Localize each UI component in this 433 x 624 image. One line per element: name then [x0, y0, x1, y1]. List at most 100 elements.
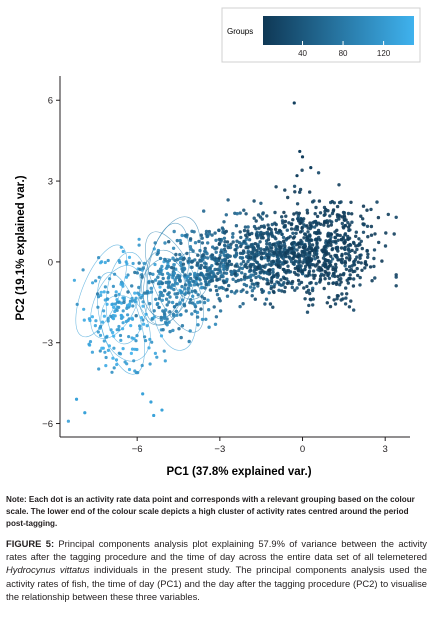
data-point	[329, 240, 333, 245]
data-point	[265, 242, 269, 246]
data-point	[253, 242, 258, 246]
caption-species: Hydrocynus vittatus	[6, 564, 90, 576]
data-point	[214, 275, 218, 279]
data-point	[256, 281, 260, 286]
data-point	[215, 246, 219, 250]
data-point	[240, 266, 245, 271]
data-point	[217, 237, 221, 242]
data-point	[300, 251, 305, 255]
data-point	[191, 249, 195, 253]
data-point	[335, 228, 339, 232]
data-point	[150, 280, 155, 284]
data-point	[253, 256, 257, 260]
data-point	[372, 256, 376, 261]
data-point	[161, 276, 165, 281]
data-point	[95, 292, 100, 296]
data-point	[274, 244, 278, 249]
data-point	[308, 297, 312, 301]
data-point	[303, 264, 308, 269]
data-point	[104, 364, 108, 368]
data-point	[289, 222, 294, 227]
data-point	[97, 275, 101, 279]
data-point	[294, 231, 298, 235]
data-point	[156, 275, 160, 279]
data-point	[343, 215, 347, 219]
data-point	[238, 304, 242, 309]
data-point	[193, 289, 197, 293]
data-point	[138, 324, 142, 328]
data-point	[74, 397, 79, 401]
data-point	[98, 324, 103, 329]
data-point	[318, 238, 322, 242]
data-point	[193, 283, 197, 287]
data-point	[331, 281, 336, 285]
data-point	[271, 305, 275, 309]
data-point	[183, 283, 188, 287]
data-point	[348, 249, 352, 254]
data-point	[267, 262, 271, 266]
pca-scatter-chart: −6 −3 0 3 −6 −3 0 3 6 PC1 (37.8% explained var.…	[15, 7, 421, 478]
data-point	[292, 253, 296, 258]
data-point	[200, 273, 204, 277]
data-point	[151, 272, 155, 276]
data-point	[108, 277, 112, 281]
data-point	[245, 265, 249, 270]
data-point	[239, 235, 243, 240]
data-point	[127, 367, 132, 372]
legend-tick-label: 80	[339, 49, 348, 58]
data-point	[206, 256, 210, 260]
data-point	[107, 344, 111, 348]
data-point	[344, 296, 348, 300]
data-point	[286, 249, 290, 254]
data-point	[269, 286, 273, 291]
data-point	[113, 272, 117, 276]
data-point	[315, 255, 320, 259]
data-point	[138, 327, 142, 331]
data-point	[148, 337, 152, 341]
data-point	[296, 278, 301, 283]
data-point	[308, 291, 312, 296]
data-point	[139, 316, 144, 320]
data-point	[317, 199, 322, 203]
data-point	[229, 289, 234, 294]
data-point	[300, 269, 305, 274]
data-point	[283, 285, 287, 290]
data-point	[267, 291, 271, 295]
data-point	[172, 314, 176, 318]
data-point	[226, 198, 230, 202]
data-point	[277, 288, 281, 292]
data-point	[356, 273, 360, 278]
data-point	[302, 286, 306, 290]
data-point	[149, 400, 153, 404]
data-point	[206, 241, 210, 245]
data-point	[130, 336, 134, 340]
data-point	[132, 359, 136, 363]
data-point	[87, 342, 91, 346]
data-point	[102, 290, 106, 294]
data-point	[212, 305, 216, 309]
data-point	[318, 277, 323, 281]
data-point	[99, 290, 103, 294]
data-point	[333, 302, 338, 306]
data-point	[284, 254, 288, 259]
data-point	[320, 268, 324, 272]
data-point	[165, 317, 169, 321]
data-point	[324, 258, 328, 262]
data-point	[158, 293, 162, 298]
data-point	[310, 263, 314, 267]
data-point	[314, 205, 318, 210]
data-point	[124, 260, 128, 264]
data-point	[282, 290, 287, 294]
data-point	[242, 275, 247, 279]
data-point	[269, 260, 274, 264]
data-point	[266, 227, 271, 231]
data-point	[105, 297, 109, 301]
data-point	[175, 275, 179, 280]
data-point	[160, 264, 164, 269]
data-point	[183, 287, 187, 291]
data-point	[178, 301, 182, 305]
data-point	[338, 273, 343, 277]
data-point	[348, 228, 352, 232]
data-point	[111, 302, 115, 306]
data-point	[315, 240, 319, 245]
